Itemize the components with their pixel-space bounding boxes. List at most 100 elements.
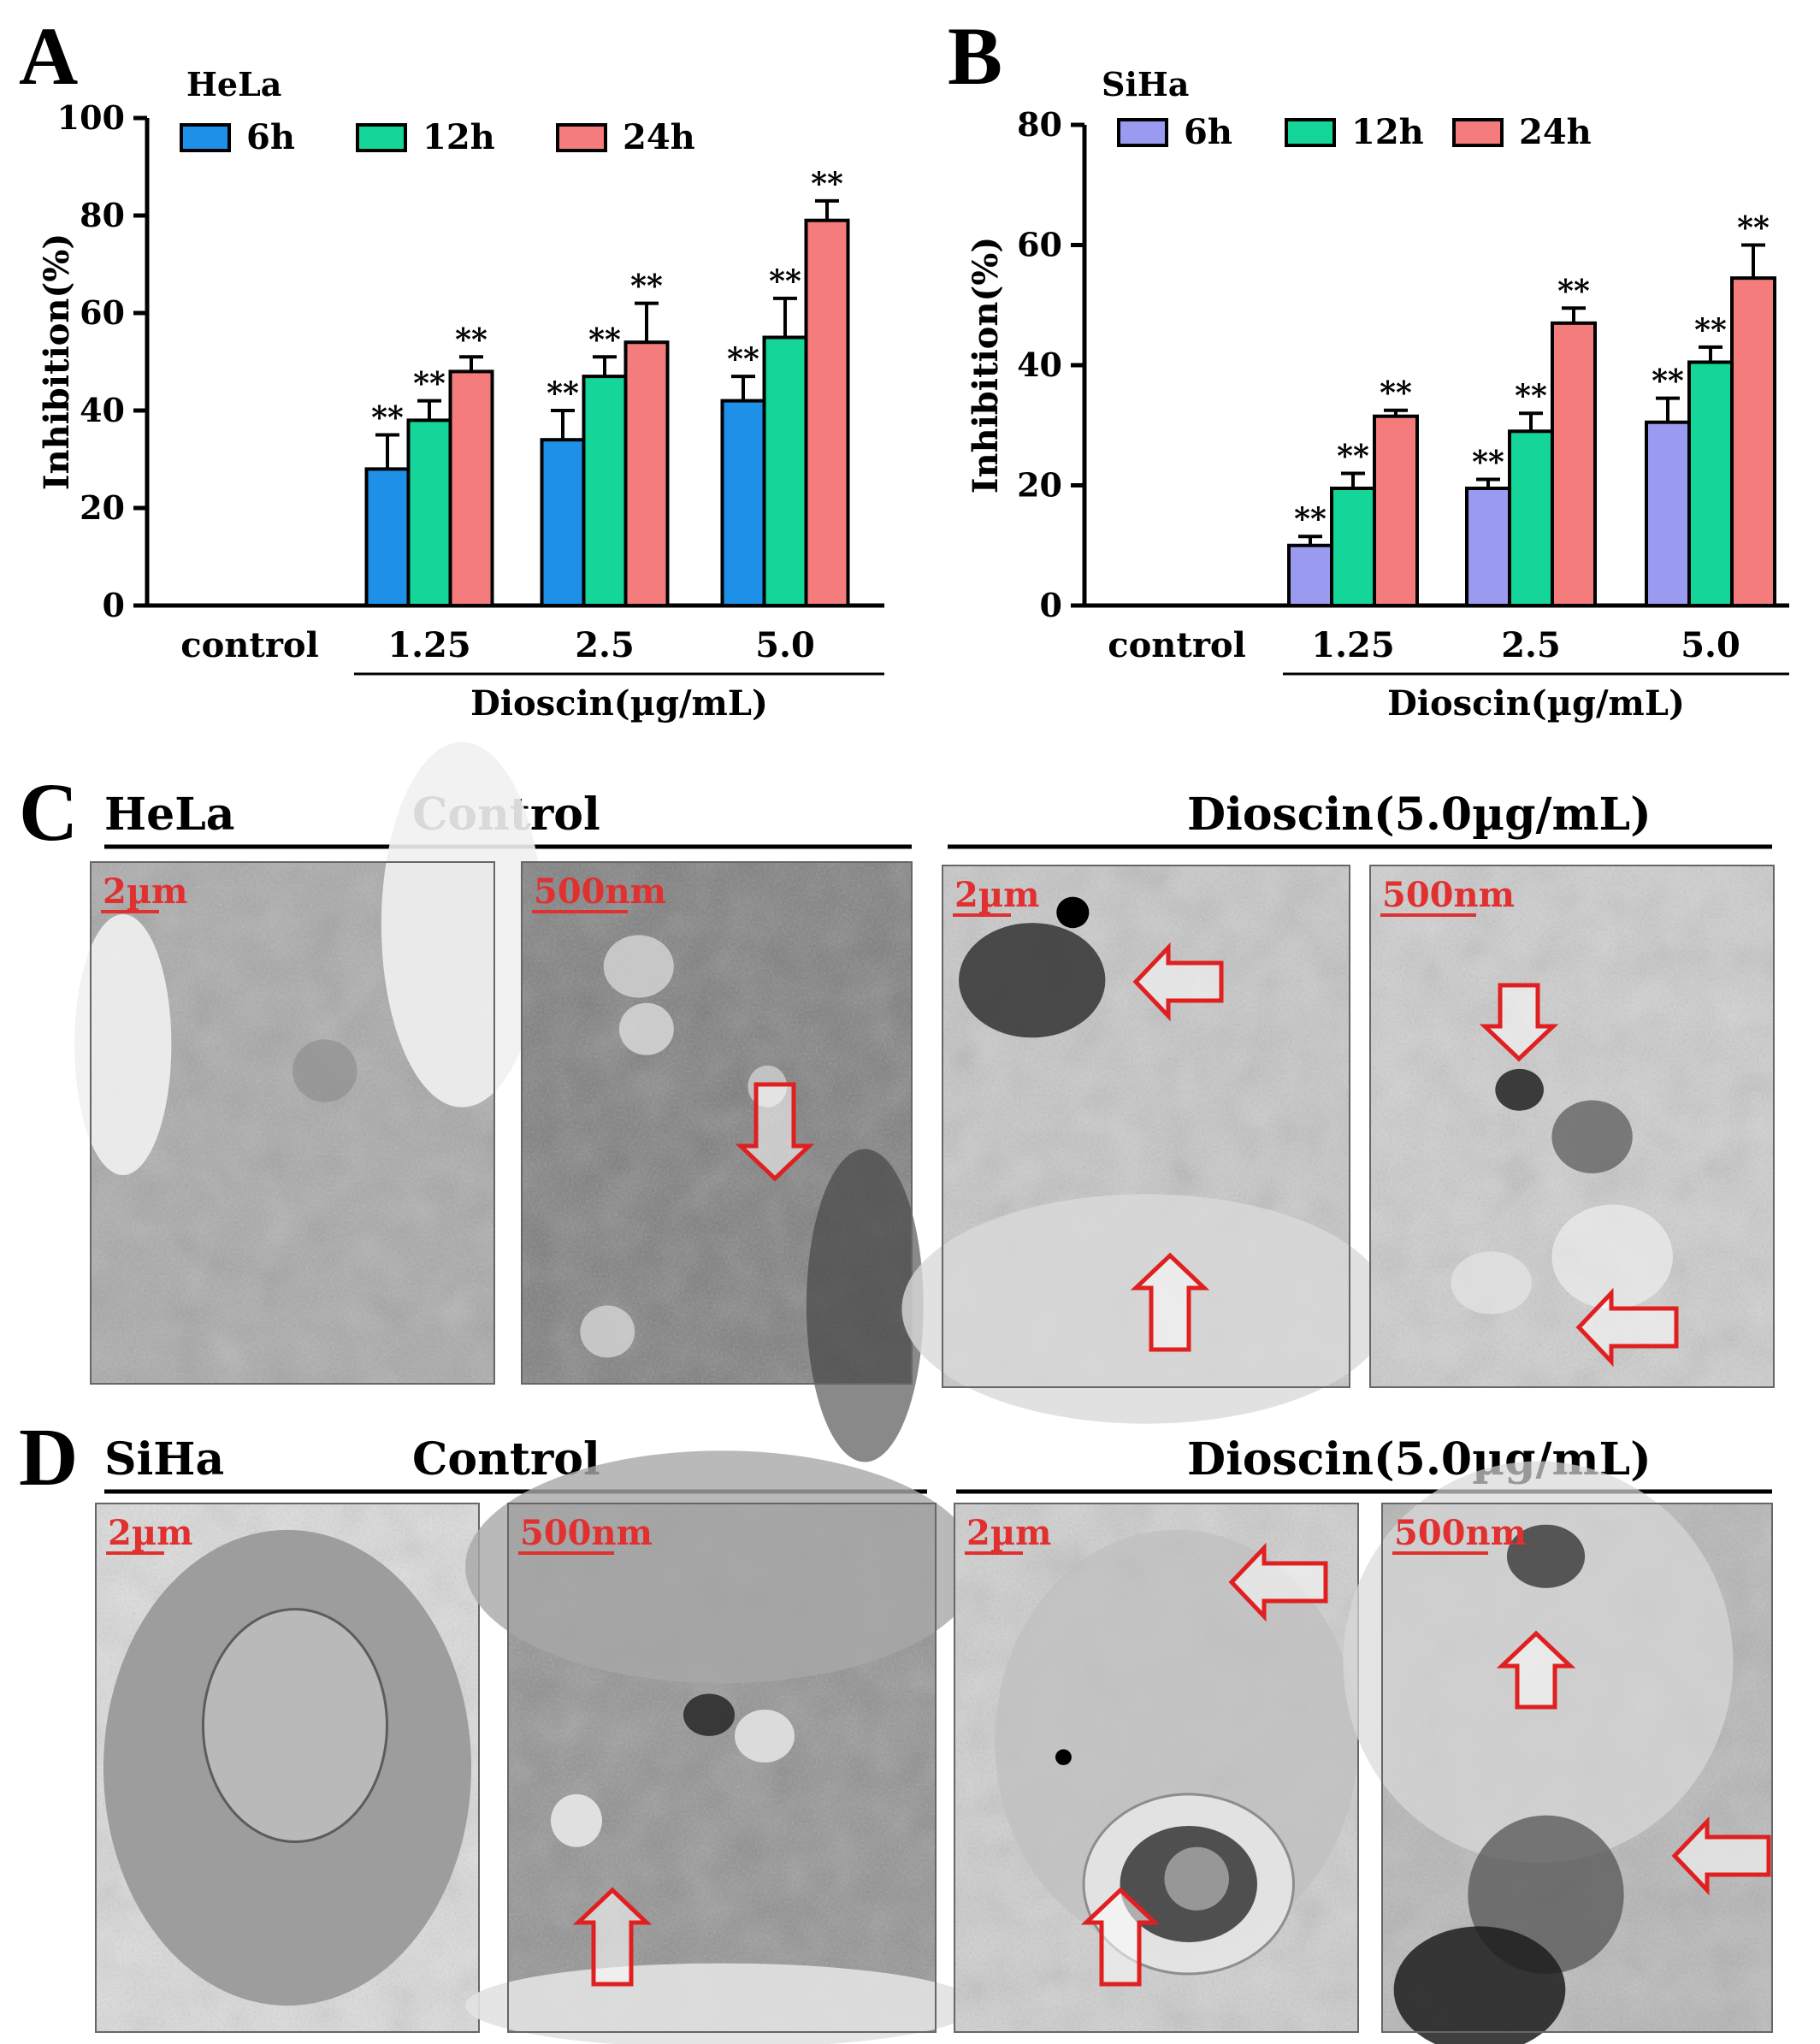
treated-label: Dioscin(5.0µg/mL) — [1187, 789, 1652, 841]
y-tick-label: 60 — [80, 293, 125, 332]
significance-mark: ** — [769, 263, 801, 299]
legend-label-24h: 24h — [1519, 112, 1592, 152]
bar-24h-5.0 — [804, 218, 850, 607]
bar-24h-5.0 — [1730, 276, 1776, 607]
cell-line-label: SiHa — [104, 1433, 224, 1486]
em-feature — [381, 741, 543, 1108]
em-row-d: SiHa Control Dioscin(5.0µg/mL)2µm 500nm 2µm 5… — [95, 1433, 1773, 2044]
panel-letter-d: D — [19, 1411, 78, 1503]
annotation-arrow — [735, 1082, 815, 1182]
y-tick-label: 80 — [1017, 105, 1062, 144]
legend-swatch-6h — [180, 123, 231, 152]
x-group-label: Dioscin(µg/mL) — [1387, 683, 1685, 724]
significance-mark: ** — [630, 269, 663, 304]
em-feature — [292, 1039, 358, 1102]
significance-mark: ** — [811, 166, 843, 202]
legend-label-6h: 6h — [246, 117, 295, 157]
bar-24h-1.25 — [448, 369, 494, 607]
em-image: 500nm — [465, 1450, 978, 2044]
em-feature — [1164, 1846, 1229, 1911]
em-image: 2µm — [954, 1503, 1359, 2033]
significance-mark: ** — [1380, 375, 1412, 411]
legend-swatch-24h — [1452, 118, 1504, 147]
chart-title: SiHa — [1102, 65, 1189, 103]
em-feature — [1055, 1749, 1072, 1765]
significance-mark: ** — [455, 322, 488, 357]
em-feature — [580, 1305, 635, 1358]
significance-mark: ** — [371, 400, 404, 436]
significance-mark: ** — [1557, 273, 1590, 309]
chart-a: HeLa 6h 12h 24h 0 20 40 60 80 100 Inhibition(%) con… — [37, 65, 884, 724]
em-feature — [465, 1450, 978, 1684]
significance-mark: ** — [1472, 444, 1504, 480]
x-tick-label: 2.5 — [1501, 625, 1561, 665]
significance-mark: ** — [1337, 438, 1369, 474]
x-tick-label: 5.0 — [1681, 625, 1740, 665]
significance-mark: ** — [1652, 363, 1684, 399]
scale-bar-label: 500nm — [1394, 1513, 1527, 1553]
em-image-border — [521, 861, 913, 1385]
em-image: 2µm — [74, 741, 543, 1385]
x-tick-label: 1.25 — [387, 625, 470, 665]
em-feature — [1506, 1524, 1586, 1588]
bar-12h-5.0 — [1687, 360, 1734, 607]
x-tick-label: control — [1108, 625, 1246, 665]
y-tick-label: 40 — [80, 391, 125, 429]
y-tick-label: 80 — [80, 196, 125, 234]
em-feature — [551, 1793, 602, 1847]
bar-12h-2.5 — [582, 375, 628, 607]
legend-swatch-12h — [356, 123, 407, 152]
bar-12h-1.25 — [1330, 487, 1376, 608]
em-feature — [201, 1608, 388, 1844]
significance-mark: ** — [727, 341, 759, 377]
x-tick-label: 5.0 — [755, 625, 815, 665]
y-axis-label: Inhibition(%) — [37, 233, 77, 491]
panel-letter-b: B — [948, 10, 1002, 102]
em-feature — [1551, 1100, 1633, 1173]
bar-6h-2.5 — [1465, 487, 1511, 608]
scale-bar-label: 2µm — [108, 1513, 192, 1553]
annotation-arrow — [1080, 1887, 1161, 1987]
em-image-border — [95, 1503, 480, 2033]
em-image-border — [90, 861, 495, 1385]
em-image: 2µm — [901, 865, 1391, 1424]
em-feature — [74, 914, 172, 1175]
annotation-arrow — [1130, 1252, 1210, 1352]
em-feature — [619, 1002, 674, 1055]
significance-mark: ** — [1694, 312, 1727, 348]
scale-bar-label: 2µm — [966, 1513, 1051, 1553]
em-image-border — [942, 865, 1350, 1388]
x-tick-label: 1.25 — [1311, 625, 1394, 665]
x-tick-label: 2.5 — [575, 625, 635, 665]
y-tick-label: 20 — [80, 488, 125, 527]
bar-6h-5.0 — [1645, 420, 1691, 607]
em-image-border — [1381, 1503, 1773, 2033]
y-tick-label: 40 — [1017, 346, 1062, 384]
annotation-arrow — [1228, 1542, 1328, 1622]
em-feature — [1451, 1251, 1532, 1314]
y-axis-label: Inhibition(%) — [966, 237, 1006, 494]
x-group-label: Dioscin(µg/mL) — [470, 683, 768, 724]
legend-label-12h: 12h — [422, 117, 495, 157]
bar-12h-2.5 — [1508, 429, 1554, 607]
scale-bar-label: 2µm — [103, 871, 187, 912]
y-tick-label: 0 — [103, 586, 125, 624]
annotation-arrow — [572, 1887, 653, 1987]
panel-letter-c: C — [19, 766, 78, 858]
scale-bar-label: 500nm — [534, 871, 666, 912]
em-image: 500nm — [1343, 1461, 1773, 2044]
em-feature — [1056, 896, 1090, 929]
annotation-arrow — [1479, 983, 1559, 1062]
legend-swatch-12h — [1285, 118, 1336, 147]
legend-swatch-24h — [556, 123, 607, 152]
legend-swatch-6h — [1117, 118, 1168, 147]
em-row-c: HeLaControlDioscin(5.0µg/mL)2µm500nm2µm5… — [74, 741, 1775, 1462]
em-image-border — [507, 1503, 937, 2033]
significance-mark: ** — [1294, 501, 1327, 537]
bar-12h-5.0 — [762, 335, 808, 607]
bar-6h-5.0 — [720, 399, 766, 607]
significance-mark: ** — [1737, 210, 1770, 246]
em-feature — [901, 1194, 1391, 1424]
em-image: 2µm — [95, 1503, 480, 2033]
y-tick-label: 60 — [1017, 226, 1062, 264]
